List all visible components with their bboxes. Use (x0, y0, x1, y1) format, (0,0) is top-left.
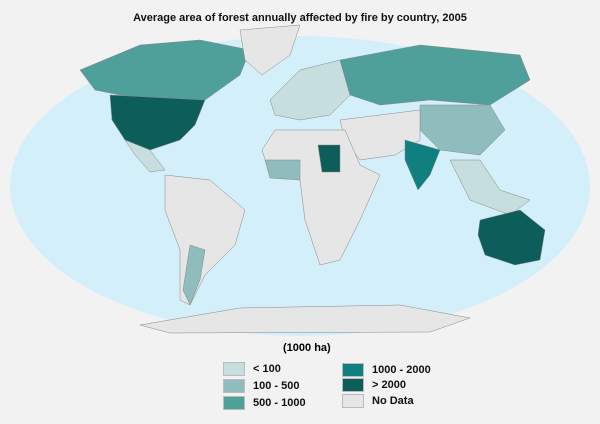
country-chad (317, 144, 341, 173)
legend-label: No Data (372, 395, 414, 407)
legend-swatch (342, 363, 364, 377)
country-australia (477, 209, 546, 266)
southeast-asia (449, 159, 531, 216)
legend-swatch (342, 378, 364, 392)
map-title: Average area of forest annually affected… (133, 12, 467, 24)
legend-item-nodata: No Data (342, 394, 414, 408)
country-usa (109, 94, 206, 151)
europe (269, 59, 351, 121)
legend-swatch (223, 362, 245, 376)
country-mexico (124, 139, 166, 173)
country-argentina (182, 244, 206, 306)
country-greenland (239, 24, 301, 76)
legend-swatch (223, 396, 245, 410)
legend-swatch (342, 394, 364, 408)
legend-swatch (223, 379, 245, 393)
legend-label: 1000 - 2000 (372, 364, 431, 376)
legend-unit: (1000 ha) (283, 342, 331, 354)
west-africa (264, 159, 301, 181)
legend-item-500-1000: 500 - 1000 (223, 396, 306, 410)
legend-item-100-500: 100 - 500 (223, 379, 299, 393)
south-america (164, 174, 246, 306)
legend-label: < 100 (253, 363, 281, 375)
country-canada (79, 39, 251, 101)
antarctica (139, 304, 471, 334)
legend-label: 100 - 500 (253, 380, 300, 392)
legend-label: > 2000 (372, 379, 406, 391)
legend-label: 500 - 1000 (253, 397, 306, 409)
legend-item-lt100: < 100 (223, 362, 281, 376)
legend-item-gt2000: > 2000 (342, 378, 406, 392)
legend-item-1000-2000: 1000 - 2000 (342, 363, 431, 377)
country-india (404, 139, 441, 191)
world-map (10, 24, 590, 336)
